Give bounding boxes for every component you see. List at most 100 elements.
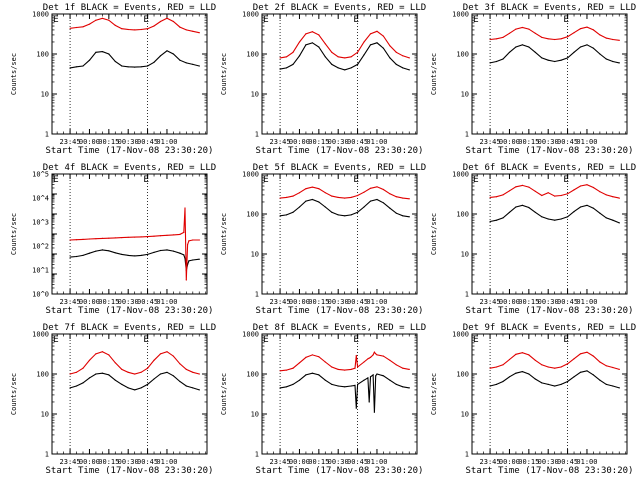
- y-tick-label: 10^4: [32, 195, 49, 203]
- events-point: [292, 211, 294, 213]
- events-point: [357, 211, 359, 213]
- events-point: [344, 215, 346, 217]
- events-point: [153, 251, 155, 253]
- events-point: [363, 379, 365, 381]
- x-tick-label: 00:00: [499, 138, 520, 146]
- events-point: [534, 378, 536, 380]
- events-point: [515, 206, 517, 208]
- lld-point: [395, 196, 397, 198]
- events-point: [573, 51, 575, 53]
- lld-point: [495, 366, 498, 368]
- x-tick-label: 23:45: [60, 298, 81, 306]
- events-point: [521, 371, 524, 373]
- lld-point: [179, 363, 181, 365]
- y-tick-label: 10: [41, 91, 49, 99]
- events-point: [140, 254, 142, 256]
- x-tick-label: 23:45: [480, 298, 501, 306]
- lld-point: [402, 197, 404, 199]
- events-point: [337, 214, 339, 216]
- lld-point: [134, 29, 136, 31]
- lld-point: [101, 237, 103, 239]
- lld-point: [368, 357, 370, 359]
- y-axis-title: Counts/sec: [10, 53, 18, 95]
- events-point: [534, 211, 536, 213]
- x-axis-title: Start Time (17-Nov-08 23:30:20): [46, 146, 214, 156]
- events-point: [95, 51, 97, 53]
- y-tick-label: 10: [461, 91, 469, 99]
- y-tick-label: 1000: [32, 11, 49, 19]
- plot-frame: [51, 333, 208, 455]
- lld-point: [599, 34, 601, 36]
- events-point: [612, 385, 614, 387]
- lld-point: [88, 23, 91, 25]
- lld-point: [305, 33, 307, 35]
- x-tick-label: 01:00: [576, 458, 597, 466]
- events-point: [599, 53, 601, 55]
- y-axis-title: Counts/sec: [220, 373, 228, 415]
- events-point: [367, 377, 369, 379]
- events-point: [159, 55, 162, 57]
- events-point: [350, 67, 352, 69]
- events-point: [586, 44, 588, 46]
- lld-series: [280, 351, 410, 372]
- events-point: [75, 66, 78, 68]
- events-point: [153, 61, 155, 63]
- events-point: [586, 370, 588, 372]
- x-tick-label: 00:30: [328, 298, 349, 306]
- events-point: [172, 53, 174, 55]
- lld-point: [69, 27, 71, 29]
- lld-point: [382, 35, 384, 37]
- lld-point: [324, 192, 326, 194]
- events-point: [502, 217, 504, 219]
- events-point: [121, 383, 123, 385]
- events-point: [357, 63, 359, 65]
- y-tick-label: 1: [465, 131, 469, 139]
- events-point: [612, 60, 614, 63]
- lld-point: [369, 33, 372, 35]
- lld-point: [369, 187, 372, 189]
- y-tick-label: 10: [461, 411, 469, 419]
- events-point: [489, 62, 491, 64]
- lld-point: [528, 28, 530, 30]
- lld-point: [198, 373, 200, 375]
- x-tick-label: 01:00: [366, 458, 387, 466]
- lld-point: [579, 185, 582, 187]
- lld-point: [547, 38, 549, 40]
- lld-point: [153, 359, 155, 361]
- lld-point: [121, 237, 123, 239]
- y-tick-label: 10: [251, 91, 259, 99]
- events-point: [521, 44, 524, 46]
- events-point: [355, 407, 357, 409]
- x-tick-label: 00:45: [137, 458, 158, 466]
- lld-point: [618, 368, 620, 370]
- lld-point: [147, 28, 149, 30]
- y-tick-label: 100: [36, 371, 49, 379]
- y-axis-title: Counts/sec: [430, 213, 438, 255]
- y-tick-label: 1: [255, 131, 259, 139]
- events-point: [599, 379, 601, 381]
- lld-point: [586, 26, 588, 28]
- lld-point: [159, 20, 162, 23]
- lld-point: [376, 186, 378, 188]
- lld-point: [188, 240, 190, 242]
- events-point: [127, 254, 129, 256]
- lld-point: [82, 26, 84, 28]
- events-point: [369, 376, 372, 378]
- events-point: [134, 255, 136, 257]
- plot-frame: [471, 173, 628, 295]
- events-point: [369, 44, 372, 46]
- events-point: [279, 215, 281, 217]
- lld-point: [75, 26, 78, 29]
- events-point: [541, 57, 543, 59]
- events-point: [489, 385, 491, 387]
- events-point: [147, 65, 149, 67]
- events-point: [554, 60, 556, 63]
- lld-point: [408, 198, 410, 200]
- events-point: [592, 47, 595, 49]
- lld-point: [166, 351, 168, 353]
- events-point: [69, 256, 71, 258]
- lld-point: [586, 184, 588, 186]
- event-marker: E: [473, 335, 479, 345]
- plot-frame: [471, 13, 628, 135]
- lld-point: [185, 368, 187, 370]
